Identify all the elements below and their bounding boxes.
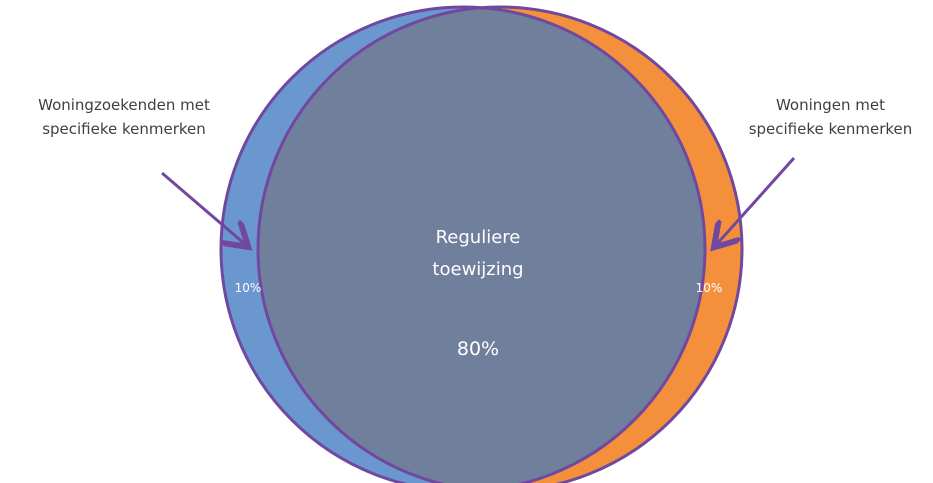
center-title-line1: Reguliere xyxy=(435,227,521,248)
center-title-line2: toewijzing xyxy=(432,259,524,280)
left-annotation-line2: specifieke kenmerken xyxy=(42,120,206,138)
left-segment-value: 10% xyxy=(234,281,262,295)
right-annotation-line2: specifieke kenmerken xyxy=(748,120,913,138)
right-annotation-line1: Woningen met xyxy=(775,96,886,114)
center-value: 80% xyxy=(456,338,500,360)
left-annotation: Woningzoekenden met specifieke kenmerken xyxy=(14,93,234,141)
right-circle-outline xyxy=(256,5,744,483)
left-arrow xyxy=(161,171,246,245)
right-segment-value: 10% xyxy=(695,281,723,295)
right-arrow xyxy=(716,156,796,245)
overlap-region xyxy=(258,7,705,483)
left-annotation-line1: Woningzoekenden met xyxy=(38,96,210,114)
right-annotation: Woningen met specifieke kenmerken xyxy=(728,93,933,141)
center-title: Reguliere toewijzing xyxy=(378,222,578,286)
